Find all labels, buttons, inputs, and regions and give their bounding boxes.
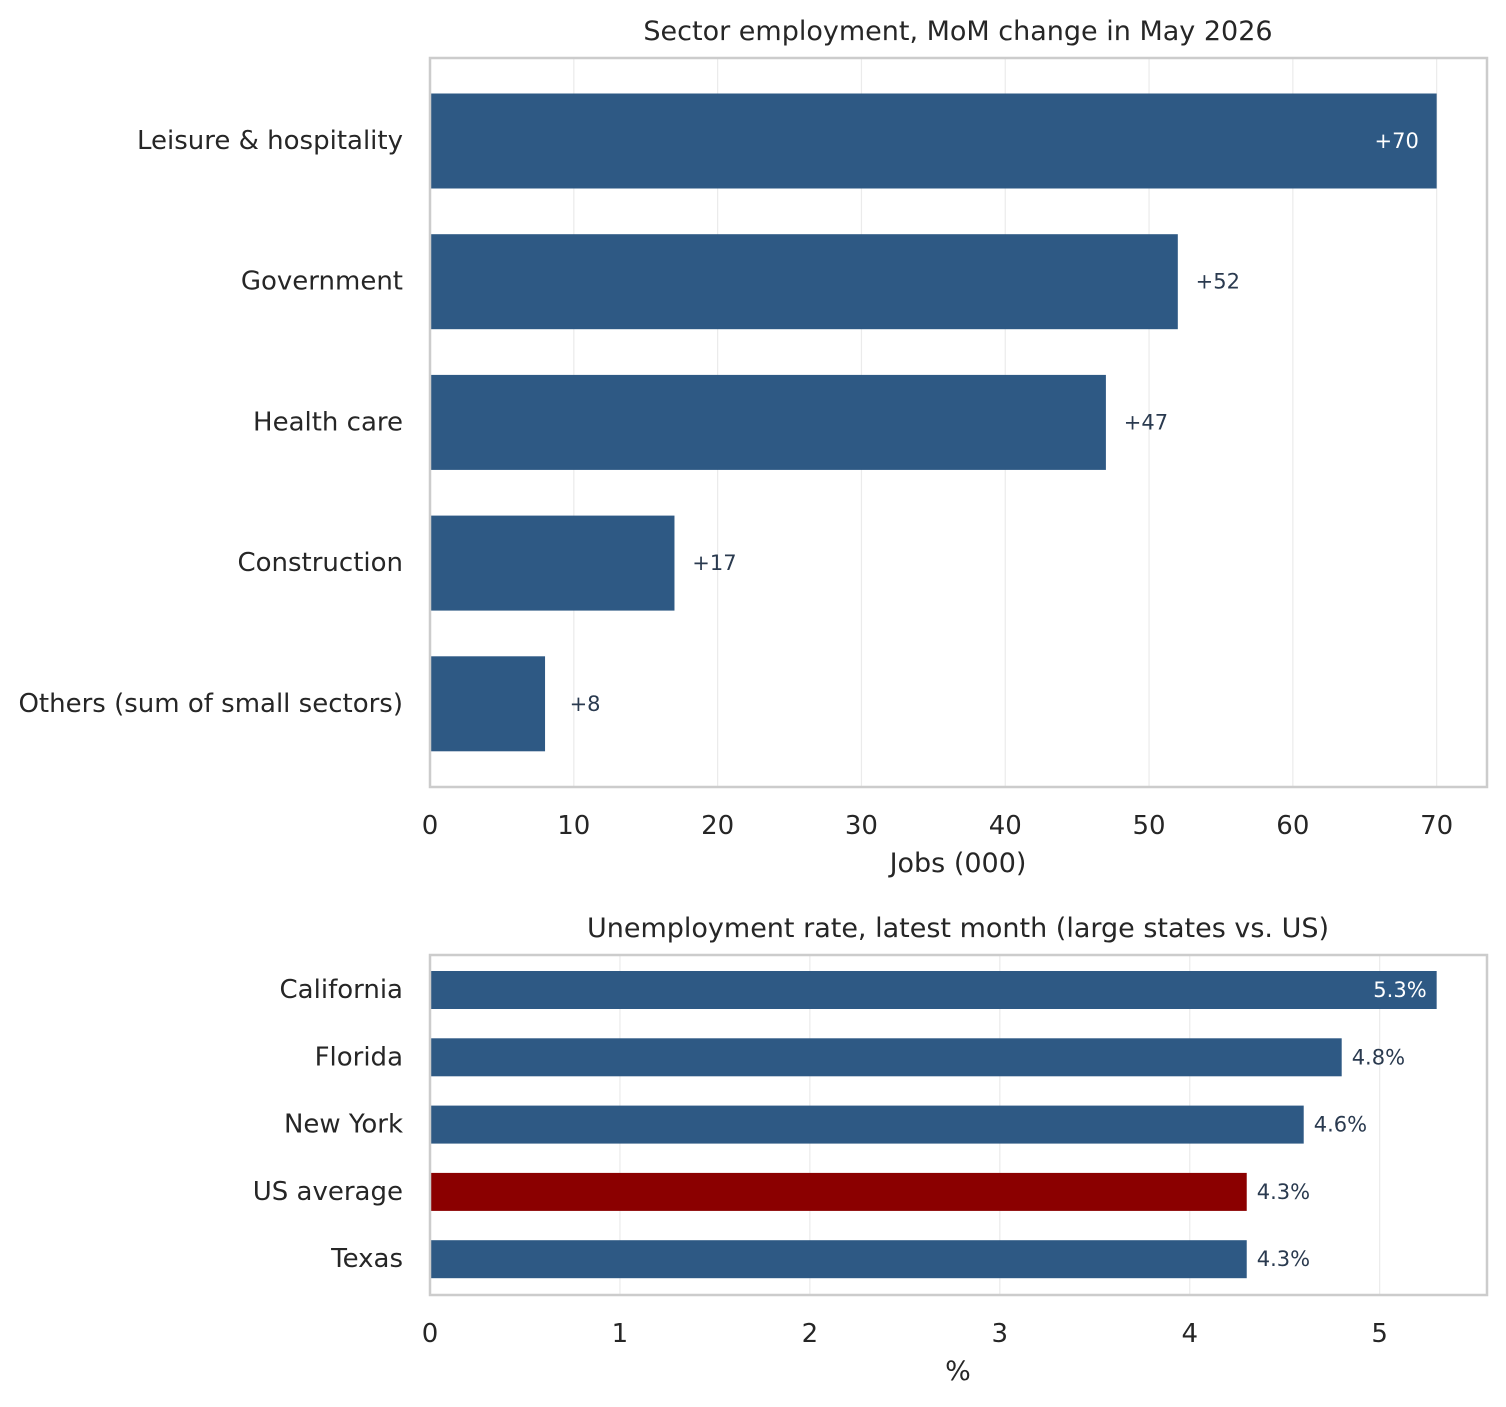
x-axis-label-percent: %: [945, 1356, 971, 1387]
data-label-construction: +17: [692, 551, 736, 575]
data-label-health-care: +47: [1124, 410, 1168, 434]
data-label-texas: 4.3%: [1257, 1247, 1310, 1271]
x-tick-label-20: 20: [701, 811, 734, 841]
data-label-leisure-hospitality: +70: [1375, 129, 1419, 153]
category-label-construction: Construction: [237, 548, 403, 578]
unemployment-rate-panel: Unemployment rate, latest month (large s…: [253, 913, 1489, 1387]
bar-health-care: [430, 374, 1106, 470]
plot-frame: [428, 56, 1489, 789]
category-label-texas: Texas: [330, 1244, 403, 1274]
x-tick-label-2: 2: [802, 1319, 819, 1349]
bar-texas: [430, 1240, 1247, 1279]
chart-title-unemployment-rate: Unemployment rate, latest month (large s…: [587, 913, 1329, 944]
x-tick-label-0: 0: [422, 1319, 439, 1349]
data-label-us-average: 4.3%: [1257, 1180, 1310, 1204]
category-label-florida: Florida: [315, 1042, 403, 1072]
bar-construction: [430, 515, 675, 611]
data-label-new-york: 4.6%: [1314, 1113, 1367, 1137]
data-label-others-sum-of-small-sectors: +8: [570, 692, 601, 716]
plot-frame: [428, 953, 1489, 1297]
x-tick-label-30: 30: [845, 811, 878, 841]
category-label-new-york: New York: [284, 1110, 403, 1140]
x-tick-label-10: 10: [557, 811, 590, 841]
category-label-us-average: US average: [253, 1177, 403, 1207]
bar-florida: [430, 1038, 1342, 1077]
x-axis-label-jobs: Jobs (000): [888, 848, 1027, 879]
x-tick-label-50: 50: [1133, 811, 1166, 841]
x-tick-label-60: 60: [1276, 811, 1309, 841]
x-tick-label-1: 1: [612, 1319, 629, 1349]
x-tick-label-5: 5: [1371, 1319, 1388, 1349]
x-tick-label-4: 4: [1181, 1319, 1198, 1349]
bar-new-york: [430, 1105, 1304, 1144]
sector-employment-panel: Sector employment, MoM change in May 202…: [18, 16, 1489, 879]
data-label-florida: 4.8%: [1352, 1045, 1405, 1069]
data-label-california: 5.3%: [1373, 978, 1426, 1002]
category-label-others-sum-of-small-sectors: Others (sum of small sectors): [18, 689, 403, 719]
bar-government: [430, 234, 1178, 330]
bar-leisure-hospitality: [430, 93, 1437, 189]
category-label-california: California: [280, 975, 403, 1005]
x-tick-label-0: 0: [422, 811, 439, 841]
bar-others-sum-of-small-sectors: [430, 656, 546, 752]
x-tick-label-40: 40: [989, 811, 1022, 841]
category-label-leisure-hospitality: Leisure & hospitality: [137, 126, 403, 156]
category-label-health-care: Health care: [253, 407, 403, 437]
chart-title-sector-employment: Sector employment, MoM change in May 202…: [643, 16, 1272, 47]
x-tick-label-70: 70: [1420, 811, 1453, 841]
category-label-government: Government: [241, 267, 403, 297]
x-tick-label-3: 3: [992, 1319, 1009, 1349]
data-label-government: +52: [1196, 270, 1240, 294]
bar-us-average: [430, 1172, 1247, 1211]
bar-california: [430, 971, 1437, 1009]
